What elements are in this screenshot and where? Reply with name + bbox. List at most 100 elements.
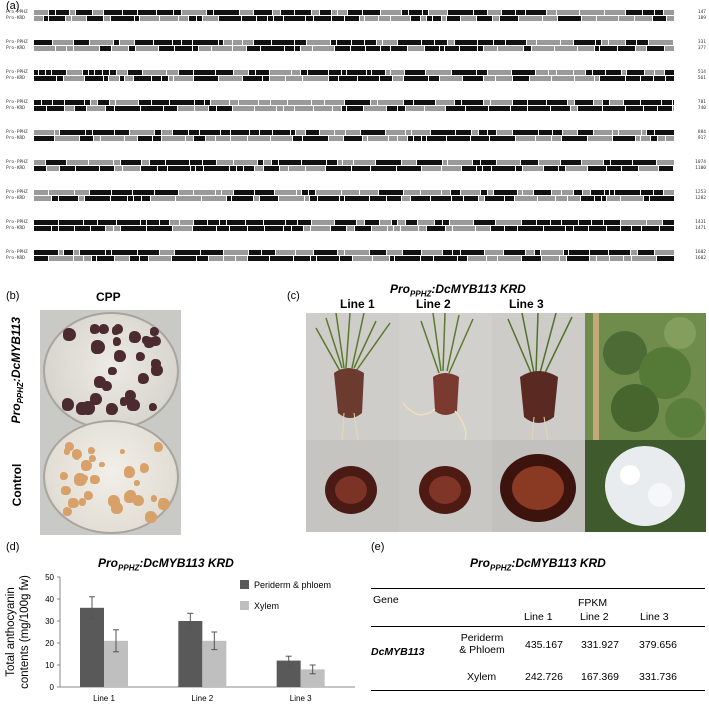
alignment-segment: [536, 70, 548, 75]
alignment-segment: [643, 10, 654, 15]
alignment-segment: [516, 166, 522, 171]
alignment-segment: [128, 196, 133, 201]
alignment-segment: [597, 16, 618, 21]
purple-callus: [126, 398, 140, 412]
alignment-segment: [544, 166, 558, 171]
panel-c-title: ProPPHZ:DcMYB113 KRD: [390, 282, 526, 298]
alignment-segment: [56, 10, 69, 15]
alignment-segment: [538, 196, 555, 201]
alignment-segment: [590, 250, 608, 255]
alignment-segment: [270, 70, 291, 75]
alignment-segment: [485, 250, 503, 255]
alignment-seq-name: Pro-PPHZ: [6, 130, 28, 135]
alignment-segment: [162, 136, 185, 141]
alignment-segment: [67, 70, 82, 75]
alignment-segment: [484, 76, 495, 81]
alignment-segment: [91, 226, 105, 231]
table-header-rule: [371, 626, 705, 627]
purple-callus: [151, 364, 163, 376]
alignment-segment: [296, 250, 313, 255]
alignment-segment: [654, 76, 665, 81]
carrot-plant-photo: [585, 313, 706, 440]
alignment-segment: [561, 160, 581, 165]
alignment-segment: [268, 16, 273, 21]
alignment-segment: [665, 70, 674, 75]
alignment-segment: [434, 256, 457, 261]
alignment-segment: [464, 196, 478, 201]
alignment-segment: [258, 160, 263, 165]
alignment-segment: [286, 220, 297, 225]
line-1-header: Line 1: [340, 297, 375, 311]
alignment-segment: [216, 136, 230, 141]
alignment-segment: [264, 166, 279, 171]
alignment-segment: [442, 166, 461, 171]
alignment-segment: [47, 166, 59, 171]
alignment-segment: [115, 106, 140, 111]
alignment-segment: [308, 70, 328, 75]
alignment-segment: [95, 70, 102, 75]
alignment-segment: [151, 196, 175, 201]
alignment-segment: [67, 160, 88, 165]
alignment-block: Pro-PPHZ 514 Pro-KRD 561: [6, 70, 706, 88]
alignment-segment: [277, 106, 283, 111]
alignment-segment: [553, 130, 562, 135]
fpkm-table: Gene FPKM Line 1 Line 2 Line 3 DcMYB113 …: [371, 588, 705, 698]
alignment-segment: [566, 226, 573, 231]
alignment-segment: [34, 46, 55, 51]
alignment-segment: [642, 226, 659, 231]
alignment-segment: [231, 130, 249, 135]
alignment-segment: [289, 166, 305, 171]
alignment-segment: [491, 226, 504, 231]
alignment-segment: [313, 46, 334, 51]
alignment-segment: [583, 190, 590, 195]
alignment-seq-name: Pro-PPHZ: [6, 220, 28, 225]
purple-callus: [105, 402, 118, 415]
alignment-segment: [314, 250, 337, 255]
alignment-segment: [140, 16, 159, 21]
alignment-segment: [89, 160, 113, 165]
alignment-segment: [505, 226, 517, 231]
alignment-segment: [114, 40, 119, 45]
alignment-segment: [386, 70, 390, 75]
alignment-segment: [345, 100, 370, 105]
alignment-segment: [115, 166, 122, 171]
alignment-segment: [602, 40, 608, 45]
alignment-sequence-track: [34, 136, 674, 141]
alignment-segment: [660, 226, 674, 231]
alignment-segment: [544, 226, 565, 231]
alignment-segment: [605, 10, 625, 15]
alignment-segment: [75, 106, 86, 111]
alignment-segment: [112, 46, 128, 51]
alignment-segment: [519, 16, 542, 21]
alignment-segment: [632, 256, 656, 261]
alignment-segment: [422, 166, 441, 171]
alignment-segment: [135, 16, 139, 21]
control-callus: [63, 448, 71, 455]
alignment-segment: [101, 136, 124, 141]
alignment-segment: [260, 130, 272, 135]
alignment-segment: [247, 46, 260, 51]
alignment-segment: [234, 70, 248, 75]
alignment-segment: [528, 100, 546, 105]
alignment-segment: [478, 40, 493, 45]
alignment-segment: [473, 160, 480, 165]
alignment-segment: [134, 196, 141, 201]
alignment-segment: [477, 70, 487, 75]
alignment-segment: [387, 106, 397, 111]
alignment-segment: [404, 76, 428, 81]
alignment-segment: [650, 196, 674, 201]
alignment-segment: [333, 106, 341, 111]
alignment-segment: [52, 196, 58, 201]
panel-e-title: ProPPHZ:DcMYB113 KRD: [470, 556, 606, 572]
alignment-segment: [435, 220, 442, 225]
alignment-segment: [312, 220, 334, 225]
alignment-segment: [250, 130, 259, 135]
alignment-segment: [59, 250, 63, 255]
alignment-segment: [426, 70, 451, 75]
alignment-segment: [641, 190, 653, 195]
alignment-segment: [310, 196, 317, 201]
alignment-segment: [347, 106, 363, 111]
alignment-segment: [654, 190, 663, 195]
alignment-segment: [147, 220, 159, 225]
alignment-segment: [34, 16, 43, 21]
